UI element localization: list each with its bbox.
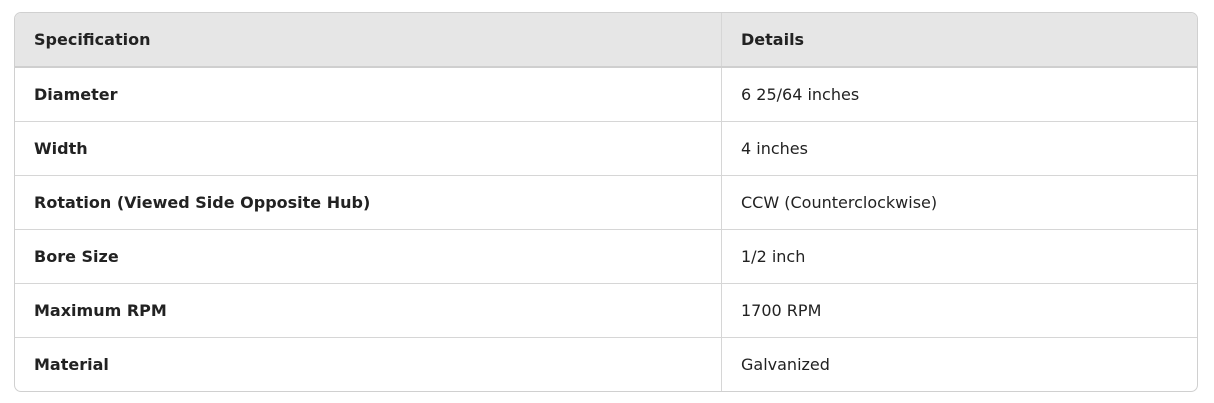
spec-value-cell: 1/2 inch (721, 229, 1197, 284)
table-row: Bore Size 1/2 inch (15, 229, 1197, 284)
table-row: Rotation (Viewed Side Opposite Hub) CCW (… (15, 175, 1197, 230)
spec-table-container: Specification Details Diameter 6 25/64 in… (14, 12, 1198, 392)
spec-name-cell: Maximum RPM (15, 283, 722, 338)
spec-value-cell: 4 inches (721, 121, 1197, 176)
spec-name-cell: Rotation (Viewed Side Opposite Hub) (15, 175, 722, 230)
spec-name-cell: Bore Size (15, 229, 722, 284)
spec-value-cell: CCW (Counterclockwise) (721, 175, 1197, 230)
spec-name-cell: Material (15, 337, 722, 391)
table-row: Maximum RPM 1700 RPM (15, 283, 1197, 338)
header-row: Specification Details (15, 13, 1197, 68)
header-specification: Specification (15, 13, 722, 68)
spec-value-cell: Galvanized (741, 355, 830, 374)
table-row: Diameter 6 25/64 inches (15, 67, 1197, 122)
spec-name-cell: Diameter (15, 67, 722, 122)
spec-name-cell: Width (15, 121, 722, 176)
table-row: Width 4 inches (15, 121, 1197, 176)
spec-value-cell: 6 25/64 inches (721, 67, 1197, 122)
spec-table: Specification Details Diameter 6 25/64 in… (15, 13, 1197, 391)
table-row: Material Galvanized (15, 337, 1197, 391)
spec-value-cell: 1700 RPM (721, 283, 1197, 338)
header-details: Details (721, 13, 1197, 68)
